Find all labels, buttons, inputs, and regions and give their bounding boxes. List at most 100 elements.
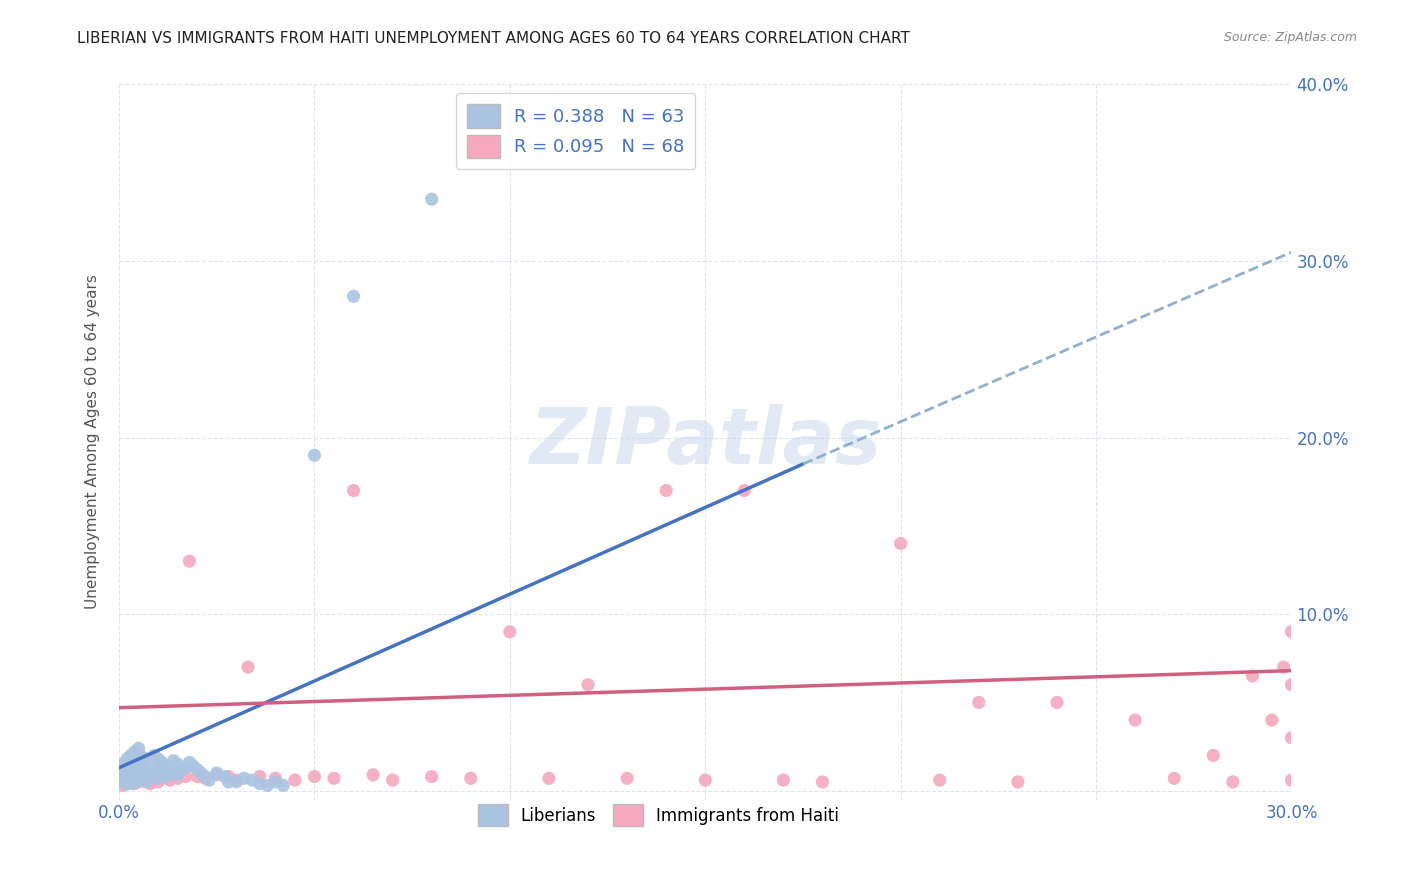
Point: [284, 773, 307, 788]
Point: [146, 772, 169, 786]
Point: [143, 773, 166, 788]
Point: [115, 777, 138, 791]
Point: [174, 770, 197, 784]
Point: [304, 770, 326, 784]
Point: [135, 766, 157, 780]
Point: [217, 770, 239, 784]
Point: [155, 759, 177, 773]
Point: [264, 772, 287, 786]
Point: [323, 772, 346, 786]
Point: [194, 770, 217, 784]
Point: [342, 483, 364, 498]
Point: [1163, 772, 1185, 786]
Point: [616, 772, 638, 786]
Point: [537, 772, 560, 786]
Point: [135, 775, 157, 789]
Point: [128, 756, 150, 770]
Point: [131, 761, 153, 775]
Point: [163, 766, 186, 780]
Point: [146, 775, 169, 789]
Point: [111, 775, 134, 789]
Point: [205, 766, 228, 780]
Point: [890, 536, 912, 550]
Point: [124, 759, 146, 773]
Point: [124, 777, 146, 791]
Point: [811, 775, 834, 789]
Point: [111, 770, 134, 784]
Point: [179, 756, 201, 770]
Point: [655, 483, 678, 498]
Point: [120, 763, 142, 777]
Point: [1281, 678, 1303, 692]
Point: [128, 741, 150, 756]
Point: [249, 777, 271, 791]
Point: [1261, 713, 1284, 727]
Point: [131, 772, 153, 786]
Point: [1281, 773, 1303, 788]
Point: [124, 768, 146, 782]
Point: [361, 768, 384, 782]
Point: [236, 660, 259, 674]
Point: [1281, 624, 1303, 639]
Point: [143, 766, 166, 780]
Point: [111, 778, 134, 792]
Point: [576, 678, 599, 692]
Point: [115, 761, 138, 775]
Text: ZIPatlas: ZIPatlas: [529, 404, 882, 480]
Point: [128, 775, 150, 789]
Point: [420, 770, 443, 784]
Legend: Liberians, Immigrants from Haiti: Liberians, Immigrants from Haiti: [470, 796, 848, 834]
Point: [163, 766, 186, 780]
Point: [1123, 713, 1146, 727]
Point: [146, 752, 169, 766]
Point: [174, 761, 197, 775]
Point: [135, 764, 157, 779]
Point: [381, 773, 404, 788]
Point: [967, 695, 990, 709]
Point: [214, 770, 236, 784]
Point: [179, 554, 201, 568]
Point: [217, 775, 239, 789]
Point: [120, 764, 142, 779]
Point: [120, 748, 142, 763]
Point: [264, 775, 287, 789]
Point: [139, 770, 162, 784]
Point: [128, 766, 150, 780]
Y-axis label: Unemployment Among Ages 60 to 64 years: Unemployment Among Ages 60 to 64 years: [86, 275, 100, 609]
Point: [135, 752, 157, 766]
Point: [1046, 695, 1069, 709]
Point: [1202, 748, 1225, 763]
Point: [225, 773, 247, 788]
Point: [146, 763, 169, 777]
Point: [139, 770, 162, 784]
Point: [1007, 775, 1029, 789]
Point: [1281, 731, 1303, 745]
Point: [499, 624, 522, 639]
Point: [166, 757, 188, 772]
Point: [115, 777, 138, 791]
Point: [150, 768, 173, 782]
Point: [240, 773, 263, 788]
Point: [198, 773, 221, 788]
Point: [120, 756, 142, 770]
Point: [181, 759, 204, 773]
Point: [111, 757, 134, 772]
Point: [155, 768, 177, 782]
Point: [205, 768, 228, 782]
Point: [190, 766, 212, 780]
Point: [166, 772, 188, 786]
Point: [146, 763, 169, 777]
Point: [131, 750, 153, 764]
Point: [111, 766, 134, 780]
Point: [928, 773, 950, 788]
Point: [124, 775, 146, 789]
Point: [135, 775, 157, 789]
Point: [225, 775, 247, 789]
Point: [420, 192, 443, 206]
Point: [194, 772, 217, 786]
Text: Source: ZipAtlas.com: Source: ZipAtlas.com: [1223, 31, 1357, 45]
Point: [115, 752, 138, 766]
Point: [249, 770, 271, 784]
Point: [1241, 669, 1264, 683]
Point: [139, 777, 162, 791]
